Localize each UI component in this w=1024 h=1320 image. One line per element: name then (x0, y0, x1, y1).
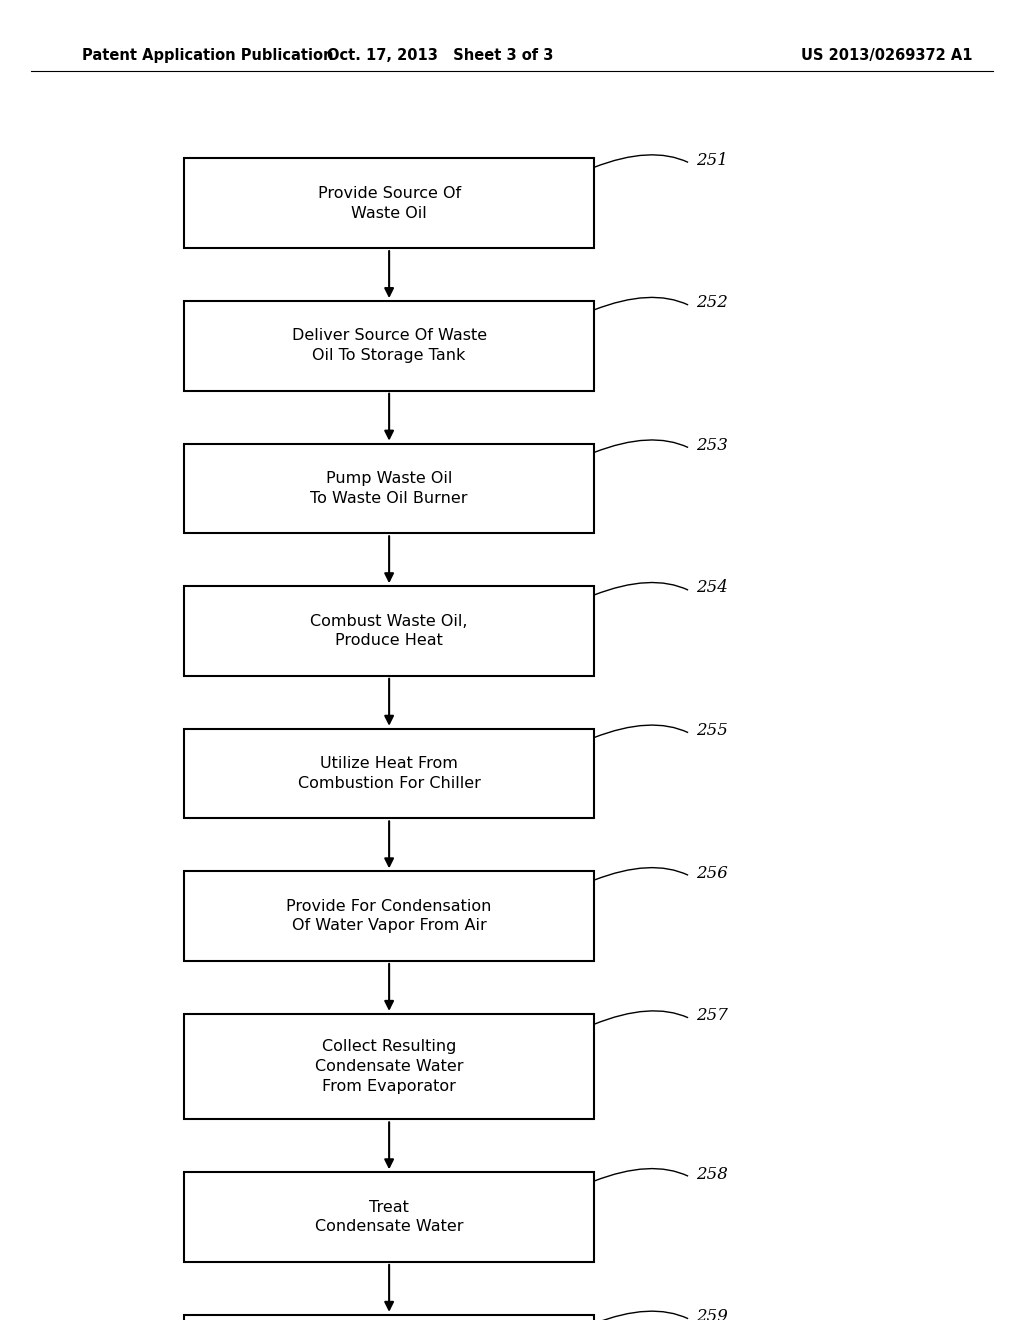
Bar (184, 444, 594, 533)
Bar (184, 1172, 594, 1262)
Text: Oct. 17, 2013   Sheet 3 of 3: Oct. 17, 2013 Sheet 3 of 3 (327, 48, 554, 63)
Text: 258: 258 (696, 1166, 728, 1183)
Text: Provide Source Of
Waste Oil: Provide Source Of Waste Oil (317, 186, 461, 220)
Text: 256: 256 (696, 865, 728, 882)
Text: Collect Resulting
Condensate Water
From Evaporator: Collect Resulting Condensate Water From … (314, 1039, 464, 1094)
Bar (184, 1315, 594, 1320)
Text: Combust Waste Oil,
Produce Heat: Combust Waste Oil, Produce Heat (310, 614, 468, 648)
Text: Pump Waste Oil
To Waste Oil Burner: Pump Waste Oil To Waste Oil Burner (310, 471, 468, 506)
Text: US 2013/0269372 A1: US 2013/0269372 A1 (802, 48, 973, 63)
Bar (184, 158, 594, 248)
Text: Patent Application Publication: Patent Application Publication (82, 48, 334, 63)
Bar (184, 729, 594, 818)
Text: Deliver Source Of Waste
Oil To Storage Tank: Deliver Source Of Waste Oil To Storage T… (292, 329, 486, 363)
Text: 251: 251 (696, 152, 728, 169)
Text: 254: 254 (696, 579, 728, 597)
Bar (184, 586, 594, 676)
Text: Provide For Condensation
Of Water Vapor From Air: Provide For Condensation Of Water Vapor … (287, 899, 492, 933)
Text: 255: 255 (696, 722, 728, 739)
Text: Treat
Condensate Water: Treat Condensate Water (314, 1200, 464, 1234)
Bar (184, 1014, 594, 1119)
Bar (184, 301, 594, 391)
Text: 253: 253 (696, 437, 728, 454)
Text: 259: 259 (696, 1308, 728, 1320)
Text: Utilize Heat From
Combustion For Chiller: Utilize Heat From Combustion For Chiller (298, 756, 480, 791)
Text: 257: 257 (696, 1007, 728, 1024)
Bar (184, 871, 594, 961)
Text: 252: 252 (696, 294, 728, 312)
